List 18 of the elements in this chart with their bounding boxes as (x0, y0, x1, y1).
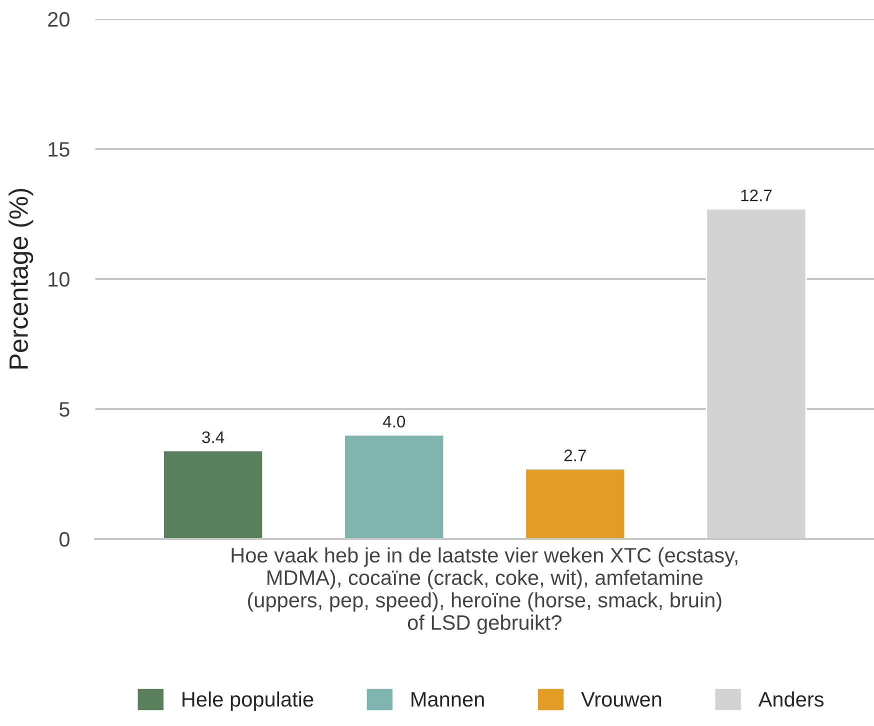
y-tick-label: 10 (48, 272, 70, 287)
y-tick-label: 15 (48, 142, 70, 157)
data-label: 12.7 (741, 190, 772, 202)
data-label: 2.7 (564, 450, 586, 462)
y-axis-title: Percentage (%) (8, 188, 34, 369)
legend-label: Vrouwen (581, 692, 662, 707)
y-tick-label: 0 (59, 532, 70, 547)
bar (162, 450, 264, 539)
legend-label: Anders (758, 691, 824, 707)
x-tick-label: Hoe vaak heb je in de laatste vier weken XTC (ecstasy, MDMA), cocaïne (crack, coke, wit), amfetamine (uppers, pep, speed), heroïne (horse, smack, bruin) of LSD gebruikt? (232, 547, 738, 634)
bar (344, 434, 445, 539)
bar (524, 468, 626, 539)
y-tick-label: 20 (48, 12, 70, 27)
y-tick-label: 5 (60, 402, 70, 417)
data-label: 3.4 (202, 431, 224, 444)
data-label: 4.0 (382, 416, 406, 428)
legend-label: Hele populatie (182, 691, 314, 711)
legend-label: Mannen (412, 692, 484, 707)
